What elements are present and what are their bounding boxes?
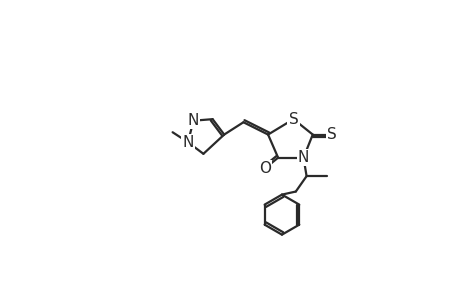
Text: N: N <box>182 135 193 150</box>
Text: N: N <box>297 150 308 165</box>
Text: S: S <box>288 112 298 127</box>
Text: S: S <box>326 127 336 142</box>
Text: N: N <box>187 113 199 128</box>
Text: O: O <box>258 161 270 176</box>
